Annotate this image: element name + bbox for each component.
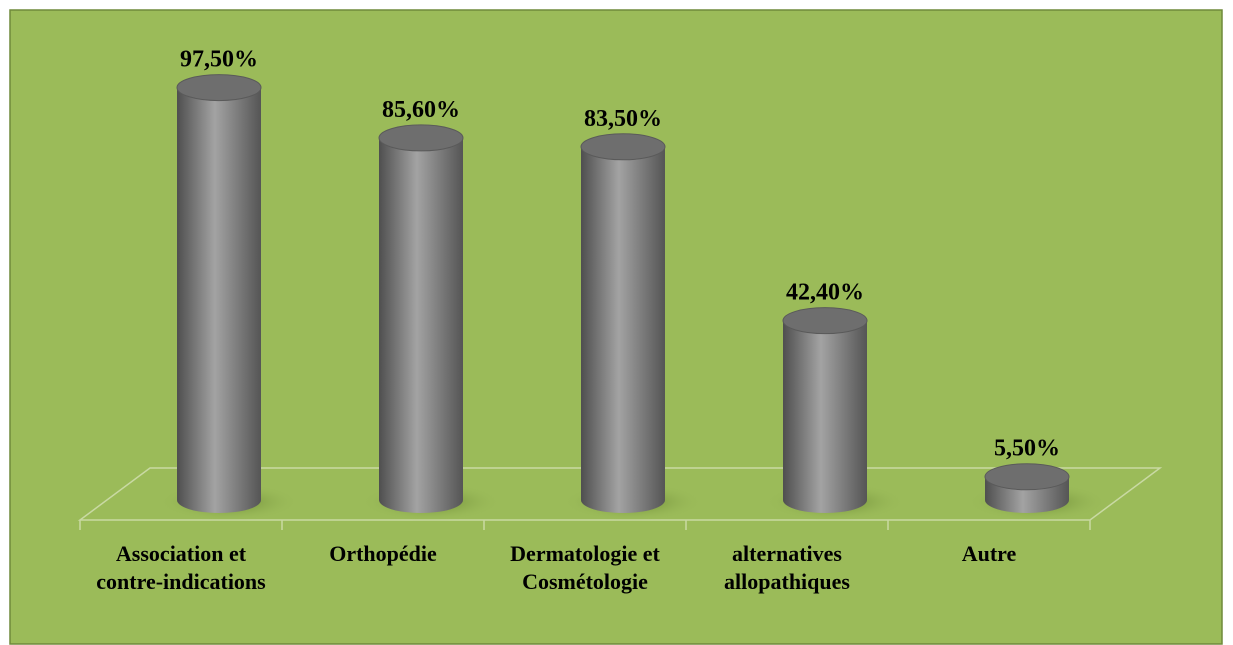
- x-tick-label: alternatives allopathiques: [724, 541, 850, 594]
- data-label: 42,40%: [786, 280, 864, 306]
- bar: [379, 137, 463, 514]
- bar-top: [580, 133, 666, 161]
- bar-top: [176, 74, 262, 102]
- data-label: 85,60%: [382, 97, 460, 123]
- x-tick-label: Orthopédie: [329, 541, 437, 566]
- x-tick-label: Association et contre-indications: [96, 541, 266, 594]
- x-tick-label: Dermatologie et Cosmétologie: [510, 541, 660, 594]
- data-label: 83,50%: [584, 106, 662, 132]
- bar-top: [782, 307, 868, 335]
- data-label: 5,50%: [994, 436, 1060, 462]
- bar-top: [378, 124, 464, 152]
- bar: [581, 146, 665, 514]
- bar-top: [984, 463, 1070, 491]
- x-tick-label: Autre: [961, 541, 1017, 566]
- bar: [177, 87, 261, 513]
- bar: [783, 320, 867, 513]
- data-label: 97,50%: [180, 47, 258, 73]
